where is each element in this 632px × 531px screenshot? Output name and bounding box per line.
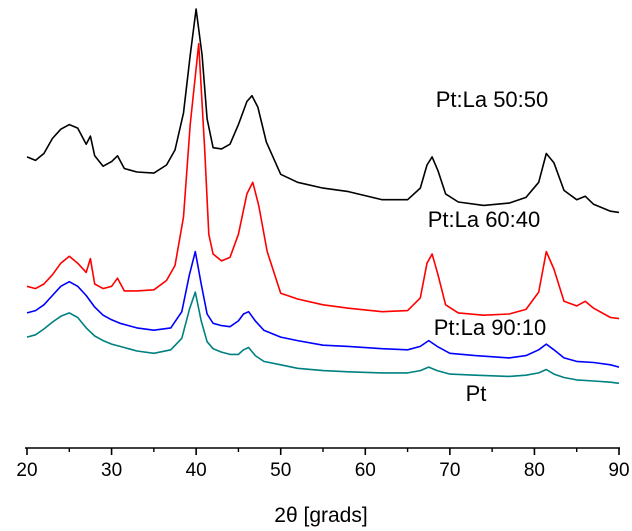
series-label-pt-la-90-10: Pt:La 90:10 <box>434 315 547 340</box>
x-tick-label: 80 <box>524 460 545 481</box>
series-label-pt: Pt <box>466 381 487 406</box>
series-line-0 <box>26 8 620 214</box>
x-tick-label: 30 <box>101 460 122 481</box>
series-line-1 <box>26 43 620 320</box>
x-axis-ticks <box>26 448 620 455</box>
x-tick-label: 50 <box>270 460 291 481</box>
x-tick-label: 20 <box>16 460 37 481</box>
series-line-2 <box>26 250 620 368</box>
x-tick-label: 70 <box>439 460 460 481</box>
series-line-3 <box>26 291 620 385</box>
x-tick-label: 90 <box>608 460 629 481</box>
series-label-pt-la-60-40: Pt:La 60:40 <box>428 207 541 232</box>
series-label-pt-la-50-50: Pt:La 50:50 <box>436 87 549 112</box>
x-axis-tick-labels: 20 30 40 50 60 70 80 90 <box>16 460 629 481</box>
x-axis-title: 2θ [grads] <box>274 504 367 527</box>
x-tick-label: 40 <box>186 460 207 481</box>
series-layer <box>26 8 620 385</box>
x-tick-label: 60 <box>355 460 376 481</box>
